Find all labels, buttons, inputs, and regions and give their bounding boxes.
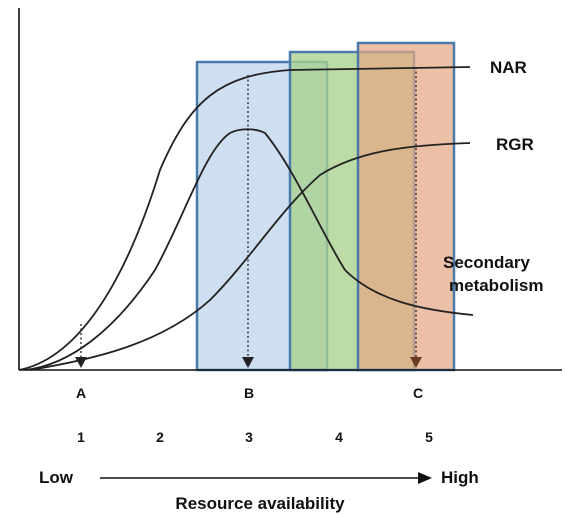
low-label: Low	[39, 468, 74, 487]
nar-label: NAR	[490, 58, 527, 77]
marker-c: C	[413, 385, 423, 401]
arrowhead-c	[410, 357, 422, 368]
zone-number-1: 1	[77, 429, 85, 445]
resource-arrow-head	[418, 472, 432, 484]
zone-number-4: 4	[335, 429, 343, 445]
marker-a: A	[76, 385, 86, 401]
nar-curve	[18, 66, 471, 371]
arrowhead-b	[242, 357, 254, 368]
arrowhead-a	[75, 357, 87, 368]
zone-box-orange	[356, 41, 456, 372]
zone-number-3: 3	[245, 429, 253, 445]
zone-number-5: 5	[425, 429, 433, 445]
secondary-metabolism-label-line2: metabolism	[449, 276, 543, 295]
resource-availability-title: Resource availability	[175, 494, 345, 513]
marker-b: B	[244, 385, 254, 401]
secondary-metabolism-label-line1: Secondary	[443, 253, 530, 272]
secondary-metabolism-curve	[24, 128, 474, 371]
rgr-curve	[29, 142, 471, 371]
rgr-label: RGR	[496, 135, 534, 154]
zone-number-2: 2	[156, 429, 164, 445]
high-label: High	[441, 468, 479, 487]
